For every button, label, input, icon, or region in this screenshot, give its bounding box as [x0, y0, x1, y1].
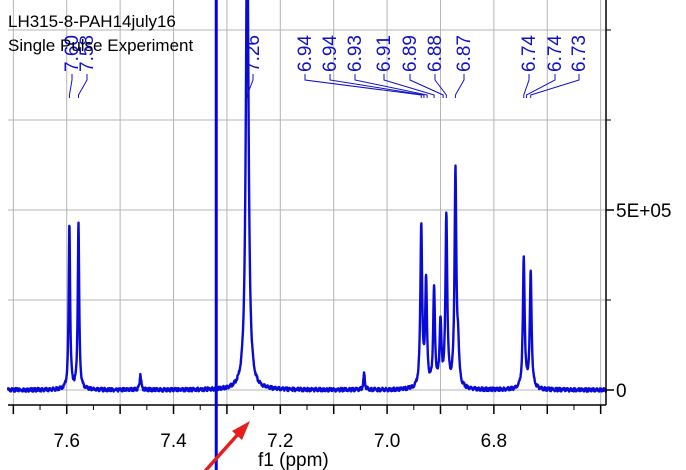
axes: 7.6 7.4 7.2 7.0 6.8 0 5E+05	[8, 0, 671, 452]
sample-title: LH315-8-PAH14july16	[8, 12, 176, 31]
peak-label: 6.94	[320, 35, 341, 72]
peak-label-leader	[304, 74, 422, 98]
peak-label-leader	[354, 74, 428, 98]
x-axis-tick-label: 7.0	[374, 431, 400, 452]
x-axis-tick-label: 6.8	[481, 431, 507, 452]
peak-label-leader	[383, 74, 435, 98]
annotations	[204, 0, 250, 470]
peak-label: 6.88	[425, 35, 446, 72]
header: LH315-8-PAH14july16 Single Pulse Experim…	[8, 12, 193, 55]
peak-label: 6.87	[454, 35, 475, 72]
peak-label: 6.91	[374, 35, 395, 72]
peak-label: 7.26	[243, 35, 264, 72]
experiment-subtitle: Single Pulse Experiment	[8, 36, 193, 55]
peak-label-leader	[77, 74, 88, 98]
peak-label-leader	[246, 74, 254, 98]
spectrum-layer	[6, 0, 608, 393]
x-axis-tick-label: 7.2	[267, 431, 293, 452]
peak-label: 6.73	[569, 35, 590, 72]
peak-label: 6.74	[519, 35, 540, 72]
x-axis-label: f1 (ppm)	[258, 450, 329, 470]
peak-label: 6.74	[545, 35, 566, 72]
peak-label-leader	[68, 74, 73, 98]
x-axis-tick-label: 7.6	[54, 431, 80, 452]
peak-label-leader	[525, 74, 556, 98]
y-axis-tick-label: 5E+05	[616, 201, 671, 222]
peak-label-leader	[454, 74, 465, 98]
red-arrow-shaft	[204, 430, 242, 470]
y-axis-tick-label: 0	[616, 381, 627, 402]
peak-label: 6.89	[400, 35, 421, 72]
peak-label-leader	[434, 74, 447, 98]
red-arrow-head	[232, 421, 250, 440]
peak-labels: 7.607.58 7.26 6.94 6.94 6.93 6.91 6.89 6.88 6.87…	[62, 35, 590, 98]
peak-label: 6.94	[295, 35, 316, 72]
peak-label-leader	[523, 74, 530, 98]
peak-label-leader	[530, 74, 580, 98]
spectrum-line	[6, 0, 608, 393]
peak-label: 7.58	[77, 35, 98, 72]
x-axis-title-text: f1 (ppm)	[258, 450, 329, 470]
peak-label: 6.93	[345, 35, 366, 72]
peak-label-leader	[409, 74, 444, 98]
x-axis-tick-label: 7.4	[160, 431, 187, 452]
peak-label: 7.60	[62, 35, 83, 72]
peak-label-leader	[329, 74, 425, 98]
x-axis-title: f1 (ppm)	[258, 450, 329, 470]
